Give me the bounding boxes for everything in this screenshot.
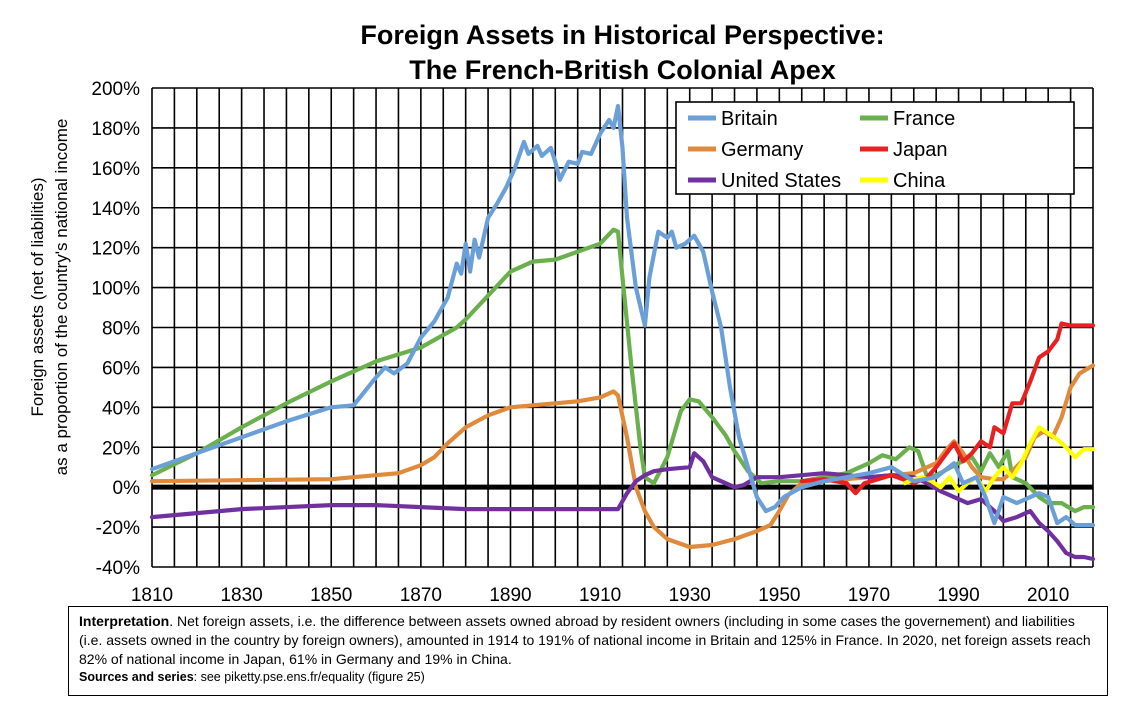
y-tick-label: -20%: [96, 518, 140, 539]
legend-entry-united-states: United States: [721, 170, 841, 192]
series-line-france: [149, 227, 1096, 514]
y-tick-label: -40%: [96, 558, 140, 579]
interpretation-body: . Net foreign assets, i.e. the differenc…: [79, 613, 1091, 667]
x-tick-label: 1870: [400, 585, 442, 606]
legend-entry-germany: Germany: [721, 139, 803, 161]
line-chart: -40% -20% 0% 20% 40% 60% 80% 100% 120% 140% 160% 18…: [91, 79, 1096, 606]
y-tick-label: 180%: [91, 119, 140, 140]
series-line-japan: [799, 321, 1096, 496]
legend-entry-france: France: [893, 108, 955, 130]
sources-text: : see piketty.pse.ens.fr/equality (figur…: [193, 670, 425, 684]
x-tick-label: 1910: [579, 585, 621, 606]
interpretation-label: Interpretation: [79, 613, 170, 629]
sources-label: Sources and series: [79, 670, 194, 684]
x-tick-label: 1830: [220, 585, 262, 606]
x-tick-label: 1890: [489, 585, 531, 606]
x-tick-label: 1970: [848, 585, 890, 606]
y-tick-label: 80%: [102, 319, 140, 340]
series-line-britain: [149, 103, 1096, 528]
series-line-china: [902, 425, 1096, 494]
y-tick-label: 200%: [91, 79, 140, 100]
x-tick-label: 2010: [1027, 585, 1069, 606]
x-tick-label: 1810: [131, 585, 173, 606]
chart-title: Foreign Assets in Historical Perspective…: [360, 20, 885, 50]
y-tick-label: 100%: [91, 279, 140, 300]
interpretation-box: Interpretation. Net foreign assets, i.e.…: [68, 606, 1108, 696]
x-tick-label: 1930: [669, 585, 711, 606]
chart-subtitle: The French-British Colonial Apex: [409, 55, 836, 85]
legend-entry-britain: Britain: [721, 108, 778, 130]
legend-entry-china: China: [893, 170, 946, 192]
y-tick-label: 140%: [91, 199, 140, 220]
y-tick-label: 120%: [91, 239, 140, 260]
interpretation-text: Interpretation. Net foreign assets, i.e.…: [79, 612, 1099, 669]
y-tick-label: 60%: [102, 358, 140, 379]
y-tick-label: 40%: [102, 398, 140, 419]
y-tick-label: 0%: [113, 478, 141, 499]
series-line-united-states: [149, 451, 1096, 562]
sources-line: Sources and series: see piketty.pse.ens.…: [79, 669, 1099, 686]
x-tick-label: 1850: [310, 585, 352, 606]
y-tick-label: 160%: [91, 159, 140, 180]
legend-entry-japan: Japan: [893, 139, 948, 161]
x-tick-label: 1950: [758, 585, 800, 606]
y-tick-label: 20%: [102, 438, 140, 459]
x-tick-label: 1990: [937, 585, 979, 606]
